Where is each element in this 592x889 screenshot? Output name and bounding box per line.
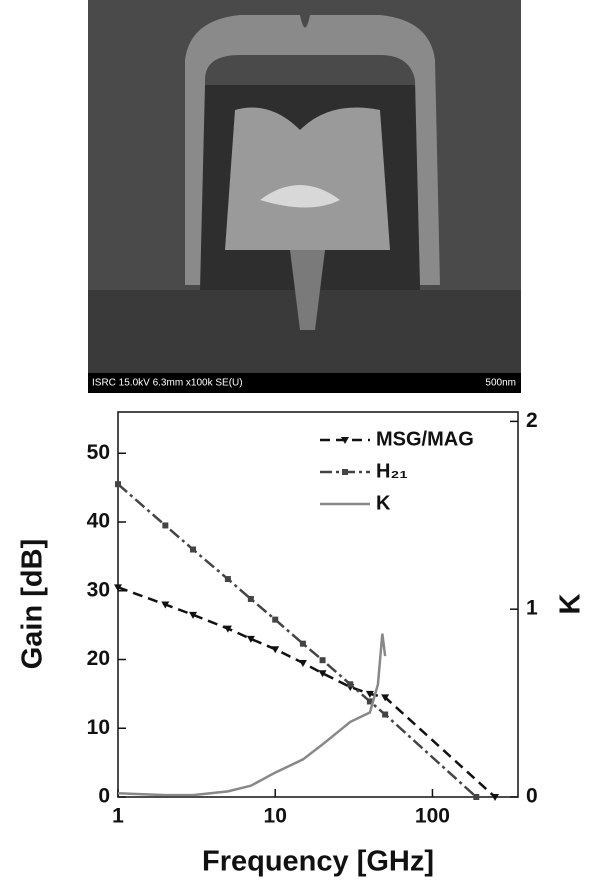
marker [473,794,480,800]
series-line [117,586,496,798]
legend-marker [342,469,348,475]
marker [190,546,197,553]
marker [115,481,121,488]
x-axis-label: Frequency [GHz] [202,846,434,878]
legend-label: K [376,492,391,514]
y-tick-label: 20 [87,647,110,670]
y-axis-label: Gain [dB] [17,539,49,670]
y-tick-label: 10 [87,716,110,739]
marker [246,635,255,643]
legend-label: H₂₁ [376,460,408,482]
image-caption: ISRC 15.0kV 6.3mm x100k SE(U) [92,378,243,389]
marker [298,659,307,667]
y2-tick-label: 2 [526,409,538,432]
x-tick-label: 100 [415,805,450,828]
marker [299,640,306,647]
series-line [117,483,478,798]
marker [318,670,327,678]
marker [272,616,279,623]
marker [491,794,500,801]
marker [247,596,254,602]
x-tick-label: 1 [112,805,124,828]
y-tick-label: 0 [98,785,110,808]
marker [223,625,232,633]
y-tick-label: 40 [87,510,110,533]
plot-frame [117,411,519,798]
marker [271,646,280,654]
image-scale: 500nm [485,378,516,389]
marker [319,657,326,664]
y2-tick-label: 1 [526,597,538,620]
y2-tick-label: 0 [526,785,538,808]
marker [224,576,231,583]
series-line [117,633,387,797]
sem-image: ISRC 15.0kV 6.3mm x100k SE(U) 500nm [88,0,521,393]
marker [114,584,122,592]
marker [365,690,374,698]
y-tick-label: 50 [87,441,110,464]
y-tick-label: 30 [87,578,110,601]
marker [161,601,170,609]
marker [366,698,373,705]
marker [381,694,390,702]
marker [382,711,389,718]
legend-label: MSG/MAG [376,428,474,450]
x-tick-label: 10 [264,805,287,828]
legend-marker [341,437,349,444]
marker [347,681,354,688]
y2-axis-label: K [555,593,587,614]
marker [189,611,198,619]
marker [162,522,169,529]
